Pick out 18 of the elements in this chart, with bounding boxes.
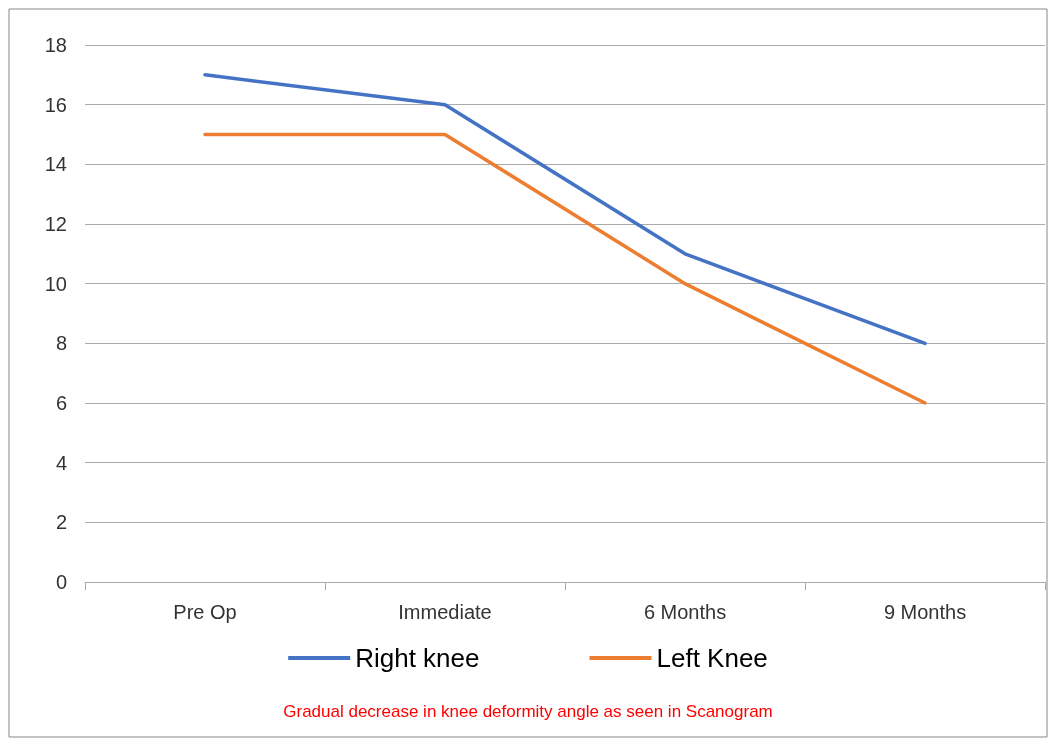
y-tick-label: 4 bbox=[55, 451, 67, 474]
legend-label: Left Knee bbox=[656, 643, 768, 673]
y-tick-label: 18 bbox=[44, 34, 67, 56]
legend-label: Right knee bbox=[355, 643, 480, 673]
y-tick-label: 0 bbox=[55, 571, 67, 593]
y-tick-label: 10 bbox=[44, 272, 67, 295]
y-tick-label: 14 bbox=[44, 153, 67, 176]
y-tick-label: 2 bbox=[55, 511, 67, 534]
y-tick-label: 6 bbox=[55, 392, 67, 414]
y-tick-label: 8 bbox=[55, 332, 67, 355]
x-tick-label: 6 Months bbox=[643, 601, 727, 623]
text: Gradual decrease in knee deformity angle as seen in Scanogram bbox=[283, 702, 773, 721]
x-tick-label: 9 Months bbox=[883, 601, 967, 623]
y-tick-label: 12 bbox=[44, 213, 67, 235]
x-tick-label: Immediate bbox=[398, 601, 492, 623]
y-tick-label: 16 bbox=[44, 93, 67, 116]
line-series bbox=[203, 73, 927, 346]
x-tick-label: Pre Op bbox=[173, 601, 237, 623]
